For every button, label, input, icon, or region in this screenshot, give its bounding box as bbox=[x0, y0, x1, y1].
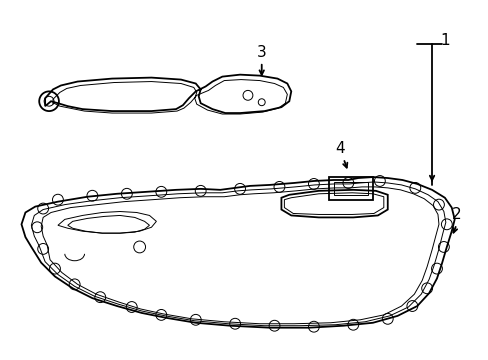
Text: 1: 1 bbox=[439, 33, 449, 48]
Text: 3: 3 bbox=[256, 45, 266, 59]
Text: 4: 4 bbox=[335, 141, 345, 156]
Text: 2: 2 bbox=[451, 207, 461, 222]
